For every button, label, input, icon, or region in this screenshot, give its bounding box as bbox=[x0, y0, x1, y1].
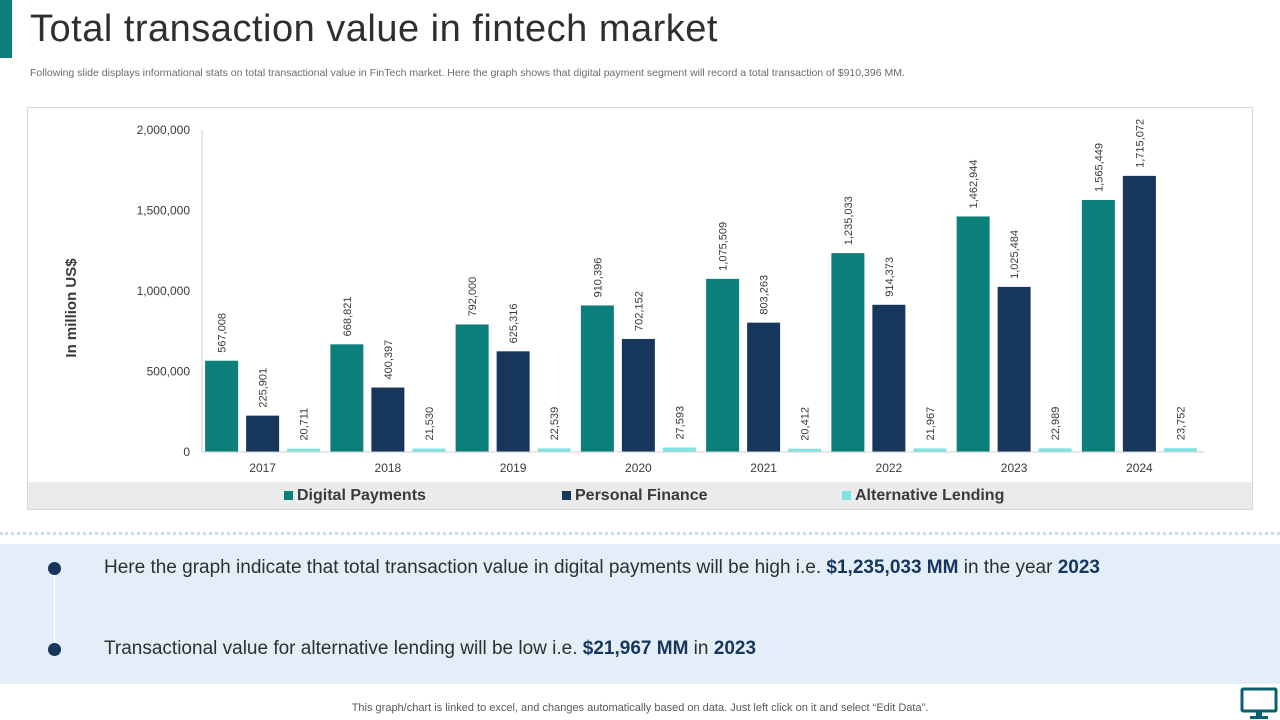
data-label: 225,901 bbox=[258, 368, 270, 408]
x-tick-label: 2023 bbox=[1001, 461, 1028, 475]
x-tick-label: 2022 bbox=[876, 461, 903, 475]
bar-digital-payments-2020[interactable] bbox=[580, 305, 614, 452]
footer-note: This graph/chart is linked to excel, and… bbox=[351, 702, 929, 714]
title-accent-bar bbox=[0, 0, 12, 58]
data-label: 914,373 bbox=[884, 257, 896, 297]
bar-digital-payments-2024[interactable] bbox=[1081, 199, 1115, 452]
bar-alternative-lending-2022[interactable] bbox=[913, 448, 947, 452]
data-label: 1,075,509 bbox=[718, 222, 730, 271]
y-tick-label: 2,000,000 bbox=[137, 123, 191, 137]
data-label: 1,462,944 bbox=[968, 160, 980, 209]
note-value: $1,235,033 MM bbox=[826, 557, 959, 578]
bar-alternative-lending-2018[interactable] bbox=[412, 448, 446, 452]
legend-swatch bbox=[284, 491, 293, 500]
data-labels: 567,008 225,901 20,711 668,821 400,397 21,530… bbox=[217, 119, 1188, 441]
y-tick-label: 1,500,000 bbox=[137, 204, 191, 218]
bar-alternative-lending-2023[interactable] bbox=[1038, 448, 1072, 452]
note-year: 2023 bbox=[1057, 557, 1101, 578]
bullet-dot bbox=[48, 643, 61, 656]
y-tick-label: 500,000 bbox=[147, 365, 191, 379]
bar-personal-finance-2021[interactable] bbox=[747, 322, 781, 452]
chart-legend: Digital Payments Personal Finance Altern… bbox=[28, 482, 1252, 509]
data-label: 400,397 bbox=[383, 340, 395, 380]
note-text: Transactional value for alternative lend… bbox=[104, 638, 583, 659]
legend-label: Personal Finance bbox=[575, 486, 708, 504]
data-label: 1,025,484 bbox=[1009, 230, 1021, 279]
chart-frame[interactable]: 0 500,000 1,000,000 1,500,000 2,000,000 567,… bbox=[27, 107, 1253, 510]
bar-alternative-lending-2024[interactable] bbox=[1163, 448, 1197, 452]
bar-alternative-lending-2019[interactable] bbox=[537, 448, 571, 452]
note-year: 2023 bbox=[713, 638, 757, 659]
data-label: 22,989 bbox=[1050, 407, 1062, 441]
bar-personal-finance-2024[interactable] bbox=[1122, 175, 1156, 452]
data-label: 21,530 bbox=[424, 407, 436, 441]
data-label: 1,715,072 bbox=[1134, 119, 1146, 168]
data-label: 792,000 bbox=[467, 277, 479, 317]
data-label: 1,565,449 bbox=[1093, 143, 1105, 192]
legend-item-digital-payments[interactable]: Digital Payments bbox=[284, 487, 426, 505]
legend-item-alternative-lending[interactable]: Alternative Lending bbox=[842, 487, 1004, 505]
y-axis-title: In million US$ bbox=[63, 258, 80, 358]
timeline-connector bbox=[54, 568, 55, 650]
note-digital-payments: Here the graph indicate that total trans… bbox=[104, 557, 1100, 579]
legend-item-personal-finance[interactable]: Personal Finance bbox=[562, 487, 708, 505]
data-label: 1,235,033 bbox=[843, 196, 855, 245]
data-label: 21,967 bbox=[925, 407, 937, 441]
x-tick-label: 2018 bbox=[375, 461, 402, 475]
note-text: in bbox=[688, 638, 714, 659]
data-label: 22,539 bbox=[549, 407, 561, 441]
bar-personal-finance-2020[interactable] bbox=[621, 338, 655, 452]
x-tick-label: 2020 bbox=[625, 461, 652, 475]
bar-digital-payments-2022[interactable] bbox=[831, 253, 865, 452]
bar-personal-finance-2023[interactable] bbox=[997, 286, 1031, 452]
legend-swatch bbox=[562, 491, 571, 500]
bars bbox=[205, 175, 1197, 452]
x-tick-label: 2019 bbox=[500, 461, 527, 475]
bar-digital-payments-2018[interactable] bbox=[330, 344, 364, 452]
data-label: 702,152 bbox=[633, 291, 645, 331]
bar-digital-payments-2023[interactable] bbox=[956, 216, 990, 452]
data-label: 625,316 bbox=[508, 304, 520, 344]
note-text: in the year bbox=[958, 557, 1058, 578]
bar-digital-payments-2019[interactable] bbox=[455, 324, 489, 452]
y-tick-label: 1,000,000 bbox=[137, 284, 191, 298]
y-tick-label: 0 bbox=[183, 445, 190, 459]
legend-label: Alternative Lending bbox=[855, 486, 1005, 504]
bar-digital-payments-2017[interactable] bbox=[205, 360, 239, 452]
y-axis: 0 500,000 1,000,000 1,500,000 2,000,000 bbox=[137, 123, 203, 459]
bar-chart[interactable]: 0 500,000 1,000,000 1,500,000 2,000,000 567,… bbox=[28, 108, 1252, 483]
data-label: 803,263 bbox=[759, 275, 771, 315]
bar-alternative-lending-2021[interactable] bbox=[788, 448, 822, 452]
page-subtitle: Following slide displays informational s… bbox=[30, 67, 905, 79]
data-label: 20,412 bbox=[800, 407, 812, 441]
note-value: $21,967 MM bbox=[582, 638, 689, 659]
bar-alternative-lending-2020[interactable] bbox=[662, 447, 696, 452]
x-tick-label: 2021 bbox=[750, 461, 777, 475]
section-divider bbox=[0, 532, 1280, 535]
notes-panel: Here the graph indicate that total trans… bbox=[0, 544, 1280, 684]
monitor-icon bbox=[1240, 687, 1278, 719]
data-label: 20,711 bbox=[299, 408, 311, 441]
page-title: Total transaction value in fintech marke… bbox=[30, 8, 718, 50]
data-label: 23,752 bbox=[1175, 407, 1187, 441]
bar-digital-payments-2021[interactable] bbox=[706, 278, 740, 452]
bar-personal-finance-2019[interactable] bbox=[496, 351, 530, 452]
bar-personal-finance-2017[interactable] bbox=[246, 415, 280, 452]
bar-alternative-lending-2017[interactable] bbox=[287, 448, 321, 452]
data-label: 910,396 bbox=[592, 258, 604, 298]
bar-personal-finance-2022[interactable] bbox=[872, 304, 906, 452]
data-label: 27,593 bbox=[674, 406, 686, 440]
legend-label: Digital Payments bbox=[297, 486, 426, 504]
legend-swatch bbox=[842, 491, 851, 500]
note-text: Here the graph indicate that total trans… bbox=[104, 557, 827, 578]
bar-personal-finance-2018[interactable] bbox=[371, 387, 405, 452]
x-tick-label: 2024 bbox=[1126, 461, 1153, 475]
x-axis: 2017 2018 2019 2020 2021 2022 2023 2024 bbox=[202, 451, 1204, 475]
data-label: 668,821 bbox=[342, 297, 354, 337]
note-alternative-lending: Transactional value for alternative lend… bbox=[104, 638, 756, 660]
x-tick-label: 2017 bbox=[249, 461, 276, 475]
bullet-dot bbox=[48, 562, 61, 575]
data-label: 567,008 bbox=[217, 313, 229, 353]
